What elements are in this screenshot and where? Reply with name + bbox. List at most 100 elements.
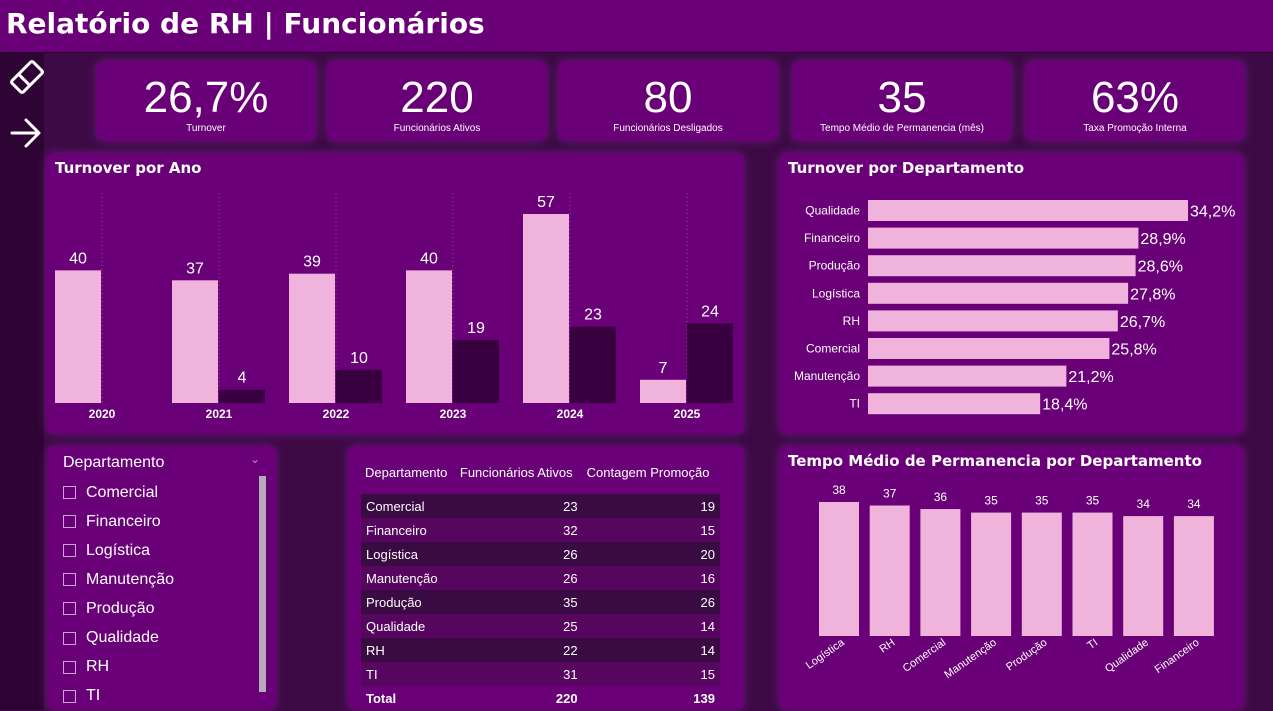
table-row[interactable]: RH 22 14 xyxy=(361,638,720,662)
x-tick-label: TI xyxy=(1085,637,1100,652)
slicer-item-label: RH xyxy=(86,658,110,676)
kpi-value: 35 xyxy=(877,73,927,122)
bar[interactable] xyxy=(920,509,961,636)
bar[interactable] xyxy=(868,227,1139,249)
column-header-contagem-promocao[interactable]: Contagem Promoção xyxy=(586,464,710,480)
table-row[interactable]: TI 31 15 xyxy=(361,662,720,686)
x-tick-label: 2022 xyxy=(323,407,350,421)
bar[interactable] xyxy=(1173,516,1214,636)
data-label: 21,2% xyxy=(1068,369,1113,386)
bar[interactable] xyxy=(971,512,1012,636)
checkbox[interactable] xyxy=(63,544,76,558)
data-label: 38 xyxy=(832,483,846,497)
table-row[interactable]: Comercial 23 19 xyxy=(361,486,720,518)
bar-series-1[interactable] xyxy=(406,270,452,403)
kpi-label: Taxa Promoção Interna xyxy=(1083,123,1187,134)
data-label: 28,9% xyxy=(1140,231,1185,248)
bar-series-2[interactable] xyxy=(453,340,499,403)
column-header-departamento[interactable]: Departamento xyxy=(365,464,448,480)
bar-series-1[interactable] xyxy=(289,273,335,403)
slicer-item[interactable]: Logística xyxy=(63,536,174,565)
kpi-label: Tempo Médio de Permanencia (mês) xyxy=(820,123,984,134)
kpi-card-taxa-promocao: 63% Taxa Promoção Interna xyxy=(1025,61,1245,141)
checkbox[interactable] xyxy=(63,602,76,616)
cell-contagem-promocao: 19 xyxy=(582,486,720,518)
bar-series-2[interactable] xyxy=(687,323,733,403)
cell-funcionarios-ativos: 32 xyxy=(563,522,578,538)
tempo-medio-card: Tempo Médio de Permanencia por Departame… xyxy=(779,446,1244,710)
slicer-item-label: Produção xyxy=(86,599,155,617)
table-row[interactable]: Logística 26 20 xyxy=(361,542,720,566)
bar[interactable] xyxy=(868,282,1129,304)
bar-series-1[interactable] xyxy=(172,280,218,403)
kpi-label: Funcionários Desligados xyxy=(613,123,723,134)
chevron-down-icon[interactable]: ⌄ xyxy=(249,452,260,466)
x-tick-label: 2024 xyxy=(557,407,584,421)
bar[interactable] xyxy=(868,393,1041,415)
cell-funcionarios-ativos: 25 xyxy=(563,618,578,634)
x-tick-label: Manutenção xyxy=(942,637,998,682)
cell-funcionarios-ativos: 23 xyxy=(455,486,583,518)
bar[interactable] xyxy=(819,502,859,636)
bar[interactable] xyxy=(869,505,910,636)
bar[interactable] xyxy=(868,338,1110,359)
departamento-table-card: Departamento Funcionários Ativos Contage… xyxy=(348,446,744,710)
eraser-icon[interactable] xyxy=(8,58,46,96)
x-tick-label: Logística xyxy=(804,636,848,672)
slicer-list: Comercial Financeiro Logística Manutenção Pr… xyxy=(63,478,174,711)
bar[interactable] xyxy=(1072,512,1113,636)
bar[interactable] xyxy=(868,310,1118,332)
kpi-label: Funcionários Ativos xyxy=(393,123,481,134)
checkbox[interactable] xyxy=(63,515,76,529)
cell-funcionarios-ativos: 35 xyxy=(563,594,578,610)
cell-departamento: Produção xyxy=(366,594,422,610)
table-row[interactable]: Qualidade 25 14 xyxy=(361,614,720,638)
bar[interactable] xyxy=(868,200,1188,221)
data-label: 34,2% xyxy=(1190,204,1235,221)
bar-series-1[interactable] xyxy=(640,379,686,403)
page-title: Relatório de RH | Funcionários xyxy=(6,7,485,40)
table-header-row: Departamento Funcionários Ativos Contage… xyxy=(361,458,720,490)
column-header-funcionarios-ativos[interactable]: Funcionários Ativos xyxy=(459,464,573,480)
bar-series-1[interactable] xyxy=(523,214,569,403)
checkbox[interactable] xyxy=(63,573,76,587)
x-tick-label: Comercial xyxy=(901,637,948,675)
checkbox[interactable] xyxy=(63,660,76,674)
checkbox[interactable] xyxy=(63,689,76,703)
bar-series-1[interactable] xyxy=(55,270,101,403)
slicer-scrollbar[interactable] xyxy=(259,476,266,692)
x-tick-label: 2020 xyxy=(89,407,116,421)
slicer-item[interactable]: Financeiro xyxy=(63,507,174,536)
arrow-right-icon[interactable] xyxy=(8,114,46,152)
total-label: Total xyxy=(366,690,397,706)
checkbox[interactable] xyxy=(63,631,76,645)
cell-contagem-promocao: 14 xyxy=(700,642,715,658)
bar[interactable] xyxy=(1021,512,1062,636)
y-tick-label: Comercial xyxy=(806,342,860,356)
data-label: 40 xyxy=(69,250,87,267)
table-row[interactable]: Manutenção 26 16 xyxy=(361,566,720,590)
slicer-item[interactable]: RH xyxy=(63,653,174,682)
slicer-item[interactable]: TI xyxy=(63,682,174,711)
slicer-item[interactable]: Produção xyxy=(63,594,174,623)
slicer-item[interactable]: Comercial xyxy=(63,478,174,507)
bar[interactable] xyxy=(868,365,1067,387)
slicer-item-label: Comercial xyxy=(86,483,159,501)
bar[interactable] xyxy=(1123,516,1164,636)
slicer-item[interactable]: Qualidade xyxy=(63,623,174,652)
bar-series-2[interactable] xyxy=(336,369,382,403)
x-tick-label: Produção xyxy=(1004,637,1049,674)
bar[interactable] xyxy=(868,255,1136,277)
checkbox[interactable] xyxy=(63,486,76,500)
cell-contagem-promocao: 20 xyxy=(700,546,715,562)
chart-title: Tempo Médio de Permanencia por Departame… xyxy=(788,452,1202,470)
data-label: 19 xyxy=(467,320,485,337)
left-nav-bar xyxy=(0,52,44,710)
table-row[interactable]: Financeiro 32 15 xyxy=(361,518,720,542)
turnover-por-departamento-card: Turnover por Departamento Qualidade 34,2%… xyxy=(779,153,1244,434)
bar-series-2[interactable] xyxy=(219,389,265,403)
bar-series-2[interactable] xyxy=(570,326,616,403)
slicer-item[interactable]: Manutenção xyxy=(63,565,174,594)
table-row[interactable]: Produção 35 26 xyxy=(361,590,720,614)
slicer-item-label: Logística xyxy=(86,541,151,559)
